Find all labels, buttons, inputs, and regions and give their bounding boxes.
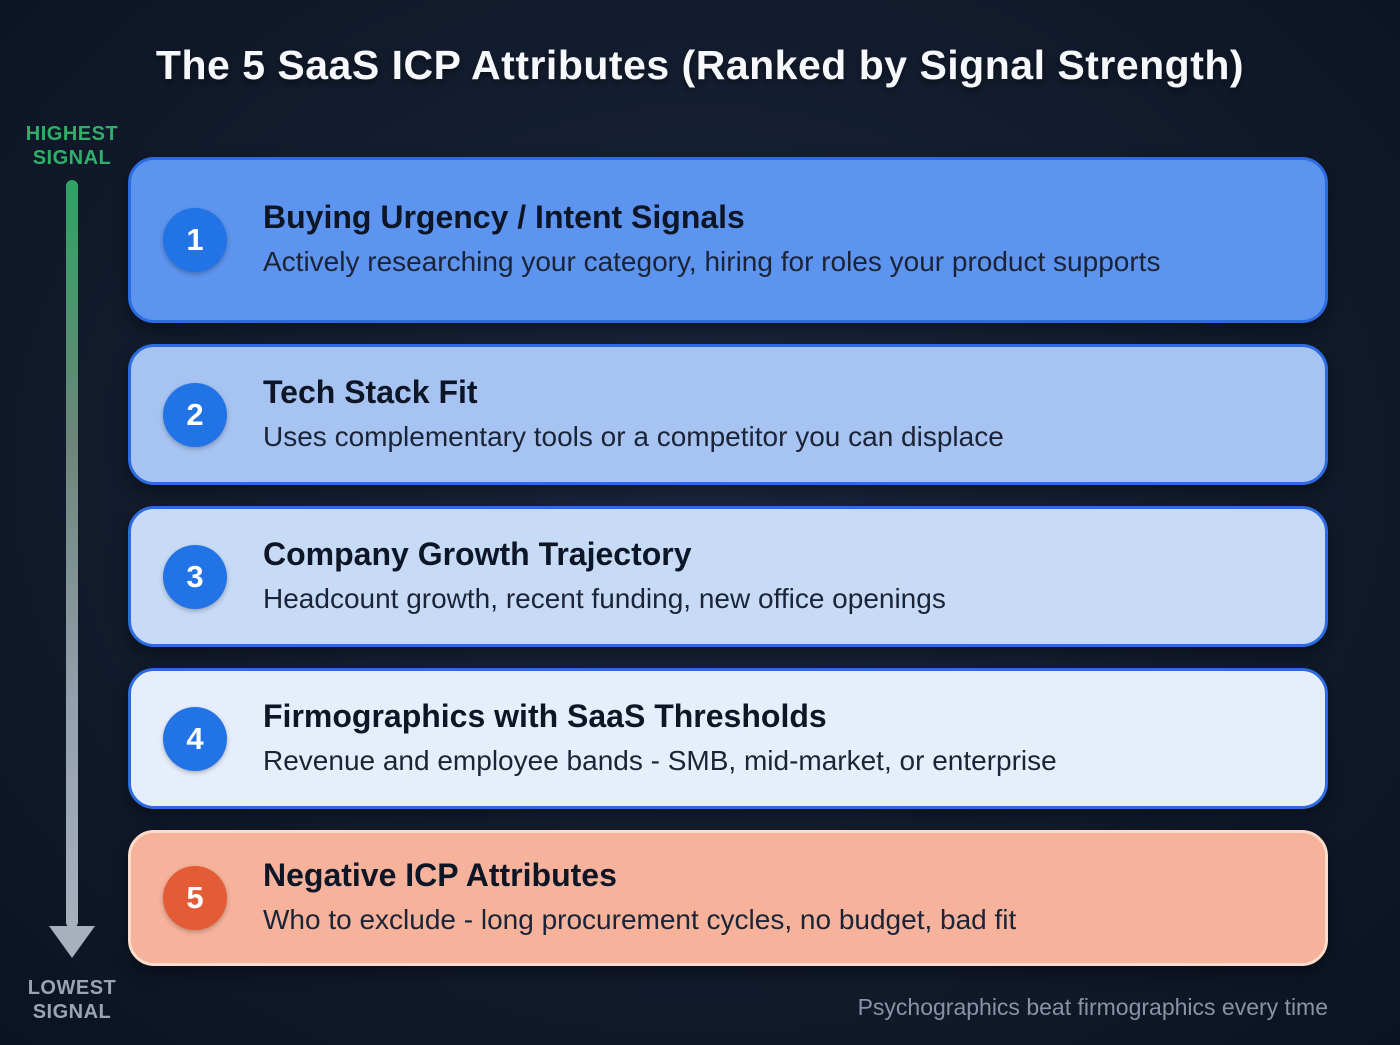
attribute-card-1: 1 Buying Urgency / Intent Signals Active… bbox=[128, 157, 1328, 323]
card-description: Who to exclude - long procurement cycles… bbox=[263, 904, 1017, 936]
rank-badge: 5 bbox=[163, 866, 227, 930]
lowest-signal-label: LOWEST SIGNAL bbox=[27, 977, 117, 1023]
attribute-card-5: 5 Negative ICP Attributes Who to exclude… bbox=[128, 830, 1328, 966]
rank-badge: 4 bbox=[163, 706, 227, 771]
footer-note: Psychographics beat firmographics every … bbox=[857, 994, 1328, 1020]
card-title: Tech Stack Fit bbox=[263, 373, 478, 410]
page-title: The 5 SaaS ICP Attributes (Ranked by Sig… bbox=[155, 42, 1245, 88]
rank-badge: 3 bbox=[163, 544, 227, 609]
card-description: Uses complementary tools or a competitor… bbox=[263, 420, 1004, 452]
card-title: Negative ICP Attributes bbox=[263, 857, 617, 894]
rank-badge: 1 bbox=[163, 208, 227, 272]
attribute-card-4: 4 Firmographics with SaaS Thresholds Rev… bbox=[128, 668, 1328, 809]
card-title: Firmographics with SaaS Thresholds bbox=[263, 697, 827, 734]
card-text: Tech Stack Fit Uses complementary tools … bbox=[263, 374, 1285, 456]
highest-signal-label: HIGHEST SIGNAL bbox=[25, 123, 119, 169]
signal-strength-arrow-line bbox=[66, 180, 78, 928]
card-text: Company Growth Trajectory Headcount grow… bbox=[263, 536, 1285, 618]
arrow-down-icon bbox=[49, 926, 95, 958]
card-text: Buying Urgency / Intent Signals Actively… bbox=[263, 199, 1285, 281]
attribute-card-3: 3 Company Growth Trajectory Headcount gr… bbox=[128, 506, 1328, 647]
card-title: Buying Urgency / Intent Signals bbox=[263, 199, 745, 236]
attribute-card-2: 2 Tech Stack Fit Uses complementary tool… bbox=[128, 344, 1328, 485]
attribute-card-list: 1 Buying Urgency / Intent Signals Active… bbox=[128, 157, 1328, 966]
card-description: Headcount growth, recent funding, new of… bbox=[263, 582, 946, 614]
card-title: Company Growth Trajectory bbox=[263, 535, 692, 572]
card-description: Revenue and employee bands - SMB, mid-ma… bbox=[263, 744, 1057, 776]
card-description: Actively researching your category, hiri… bbox=[263, 246, 1161, 278]
rank-badge: 2 bbox=[163, 382, 227, 447]
card-text: Negative ICP Attributes Who to exclude -… bbox=[263, 857, 1285, 939]
card-text: Firmographics with SaaS Thresholds Reven… bbox=[263, 698, 1285, 780]
